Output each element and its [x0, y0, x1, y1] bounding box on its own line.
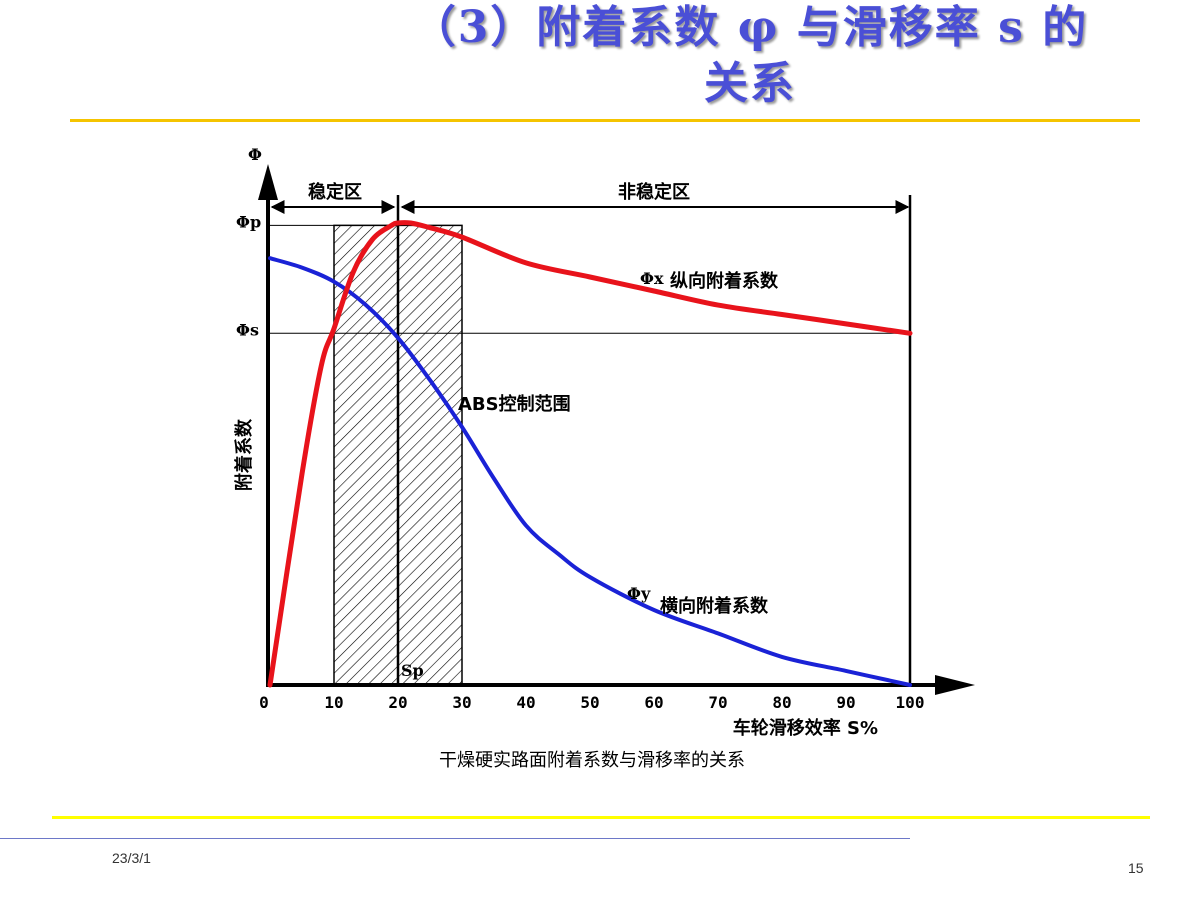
x-tick-labels: 0 10 20 30 40 50 60 70 80 90 100 [259, 693, 924, 712]
x-tick-label: 90 [836, 693, 855, 712]
chart-caption: 干燥硬实路面附着系数与滑移率的关系 [439, 750, 745, 771]
x-tick-label: 100 [896, 693, 925, 712]
y-axis-label: 附着系数 [233, 418, 255, 491]
series-symbol-longitudinal: Φx [640, 269, 664, 288]
abs-band-label: ABS控制范围 [458, 393, 571, 415]
phi-p-label: Φp [236, 212, 261, 231]
x-tick-label: 40 [516, 693, 535, 712]
slide-title: （3）附着系数 φ 与滑移率 s 的 关系 [300, 0, 1200, 112]
x-tick-label: 60 [644, 693, 663, 712]
series-name-longitudinal: 纵向附着系数 [670, 270, 779, 292]
series-line-lateral [268, 256, 912, 687]
page-number: 15 [1128, 860, 1144, 876]
x-tick-label: 70 [708, 693, 727, 712]
x-tick-label: 20 [388, 693, 407, 712]
phi-s-label: Φs [236, 320, 259, 339]
title-divider [70, 119, 1140, 122]
bottom-divider [52, 816, 1150, 819]
unstable-region-label: 非稳定区 [618, 181, 690, 203]
series-symbol-lateral: Φy [627, 584, 651, 603]
series-line-longitudinal [267, 220, 913, 688]
x-axis-label: 车轮滑移效率 S% [733, 717, 878, 739]
y-axis-arrowhead [258, 164, 278, 200]
slide-title-line1: （3）附着系数 φ 与滑移率 s 的 [411, 2, 1089, 53]
series-name-lateral: 横向附着系数 [660, 595, 769, 617]
x-tick-label: 80 [772, 693, 791, 712]
y-axis-symbol: Φ [248, 145, 262, 164]
stable-region-label: 稳定区 [308, 181, 362, 203]
x-tick-label: 10 [324, 693, 343, 712]
x-tick-label: 30 [452, 693, 471, 712]
x-axis-arrowhead [935, 675, 975, 695]
x-tick-label: 0 [259, 693, 269, 712]
sp-label: Sp [401, 661, 424, 680]
footer-divider [0, 838, 910, 839]
slide-title-line2: 关系 [704, 58, 796, 109]
footer-date: 23/3/1 [112, 850, 151, 866]
x-tick-label: 50 [580, 693, 599, 712]
